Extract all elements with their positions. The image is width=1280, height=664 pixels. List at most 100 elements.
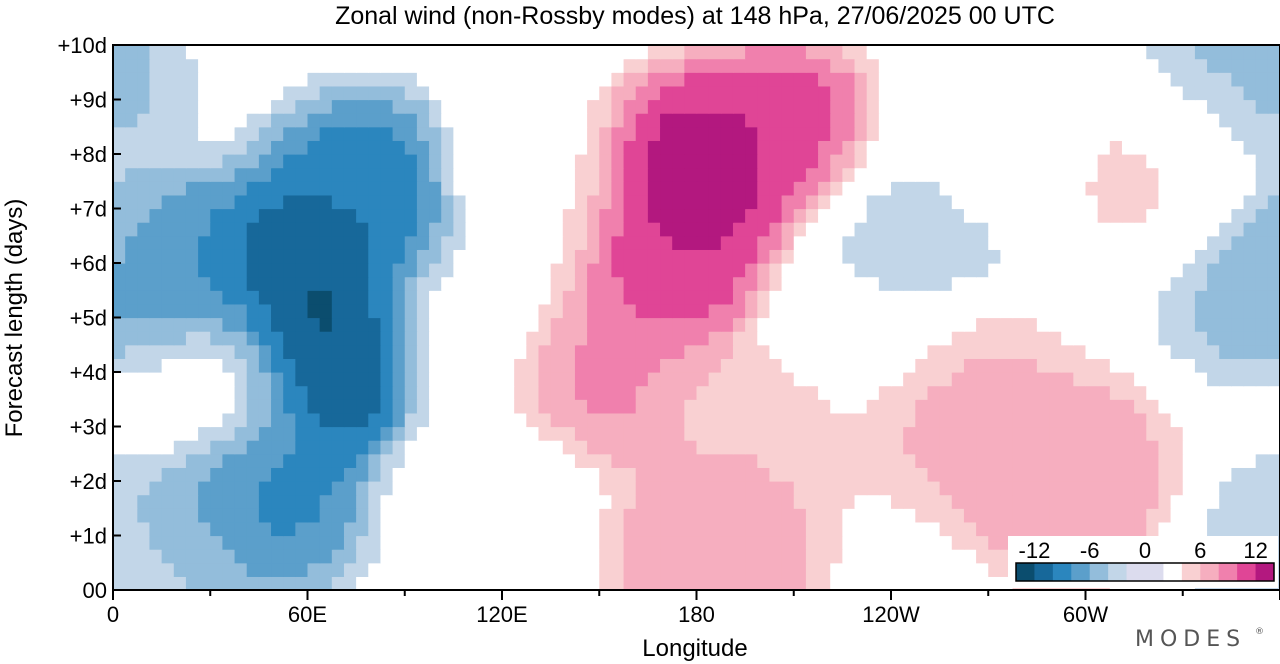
- heatmap-cell: [939, 235, 953, 250]
- heatmap-cell: [976, 140, 989, 155]
- heatmap-cell: [1231, 481, 1245, 496]
- heatmap-cell: [660, 562, 673, 577]
- heatmap-cell: [258, 194, 272, 210]
- heatmap-cell: [623, 58, 637, 73]
- heatmap-cell: [1207, 467, 1220, 482]
- heatmap-cell: [562, 399, 576, 414]
- heatmap-cell: [562, 412, 576, 428]
- heatmap-cell: [113, 276, 126, 291]
- heatmap-cell: [1024, 372, 1038, 387]
- heatmap-cell: [271, 317, 284, 332]
- heatmap-cell: [660, 453, 673, 468]
- heatmap-cell: [380, 399, 394, 414]
- heatmap-cell: [951, 535, 965, 550]
- heatmap-cell: [149, 331, 163, 346]
- heatmap-cell: [319, 521, 333, 537]
- heatmap-cell: [1207, 99, 1220, 114]
- heatmap-cell: [878, 140, 892, 155]
- heatmap-cell: [587, 453, 600, 468]
- heatmap-cell: [1036, 358, 1050, 373]
- heatmap-cell: [1255, 303, 1269, 319]
- heatmap-cell: [258, 576, 272, 591]
- heatmap-cell: [951, 372, 965, 387]
- heatmap-cell: [684, 344, 698, 359]
- heatmap-cell: [866, 399, 880, 414]
- heatmap-cell: [173, 521, 187, 537]
- heatmap-cell: [684, 208, 698, 223]
- heatmap-cell: [587, 385, 600, 400]
- heatmap-cell: [587, 562, 600, 577]
- heatmap-cell: [793, 72, 807, 87]
- heatmap-cell: [684, 113, 698, 128]
- heatmap-cell: [1000, 521, 1014, 537]
- heatmap-cell: [963, 263, 977, 278]
- heatmap-cell: [343, 358, 357, 373]
- heatmap-cell: [173, 303, 187, 319]
- heatmap-cell: [404, 549, 418, 564]
- heatmap-cell: [502, 481, 515, 496]
- heatmap-cell: [271, 562, 284, 577]
- heatmap-cell: [477, 167, 491, 182]
- heatmap-cell: [769, 562, 783, 577]
- heatmap-cell: [830, 453, 843, 468]
- heatmap-cell: [939, 562, 953, 577]
- heatmap-cell: [198, 276, 211, 291]
- heatmap-cell: [258, 331, 272, 346]
- heatmap-cell: [453, 45, 467, 60]
- heatmap-cell: [963, 344, 977, 359]
- heatmap-cell: [514, 167, 527, 182]
- heatmap-cell: [611, 372, 625, 387]
- heatmap-cell: [222, 508, 236, 523]
- heatmap-cell: [1146, 249, 1160, 264]
- heatmap-cell: [1243, 521, 1257, 537]
- heatmap-cell: [1255, 344, 1269, 359]
- heatmap-cell: [963, 317, 977, 332]
- heatmap-cell: [1243, 99, 1257, 114]
- heatmap-cell: [465, 181, 479, 196]
- heatmap-cell: [939, 481, 953, 496]
- heatmap-cell: [271, 263, 284, 278]
- heatmap-cell: [1255, 249, 1269, 264]
- heatmap-cell: [1085, 154, 1099, 169]
- heatmap-cell: [1182, 481, 1196, 496]
- heatmap-cell: [161, 126, 175, 141]
- heatmap-cell: [185, 399, 199, 414]
- heatmap-cell: [684, 426, 698, 441]
- heatmap-cell: [757, 426, 771, 441]
- heatmap-cell: [660, 344, 673, 359]
- heatmap-cell: [1061, 181, 1074, 196]
- heatmap-cell: [732, 263, 746, 278]
- heatmap-cell: [1097, 126, 1111, 141]
- heatmap-cell: [769, 113, 783, 128]
- heatmap-cell: [1073, 481, 1087, 496]
- heatmap-cell: [611, 317, 625, 332]
- heatmap-cell: [368, 154, 382, 169]
- heatmap-cell: [587, 235, 600, 250]
- heatmap-cell: [745, 140, 758, 155]
- heatmap-cell: [477, 453, 491, 468]
- heatmap-cell: [1255, 494, 1269, 509]
- heatmap-cell: [210, 263, 224, 278]
- heatmap-cell: [939, 58, 953, 73]
- heatmap-cell: [769, 372, 783, 387]
- heatmap-cell: [1024, 45, 1038, 60]
- heatmap-cell: [623, 45, 637, 60]
- heatmap-cell: [1158, 222, 1172, 237]
- heatmap-cell: [258, 535, 272, 550]
- heatmap-cell: [392, 194, 406, 210]
- heatmap-cell: [526, 72, 540, 87]
- heatmap-cell: [258, 344, 272, 359]
- heatmap-cell: [137, 235, 151, 250]
- heatmap-cell: [1182, 85, 1196, 101]
- heatmap-cell: [732, 576, 746, 591]
- heatmap-cell: [173, 440, 187, 455]
- heatmap-cell: [963, 303, 977, 319]
- heatmap-cell: [295, 358, 309, 373]
- heatmap-cell: [587, 290, 600, 305]
- heatmap-cell: [1085, 358, 1099, 373]
- heatmap-cell: [587, 535, 600, 550]
- heatmap-cell: [343, 222, 357, 237]
- heatmap-cell: [708, 263, 722, 278]
- heatmap-cell: [356, 222, 369, 237]
- heatmap-cell: [951, 126, 965, 141]
